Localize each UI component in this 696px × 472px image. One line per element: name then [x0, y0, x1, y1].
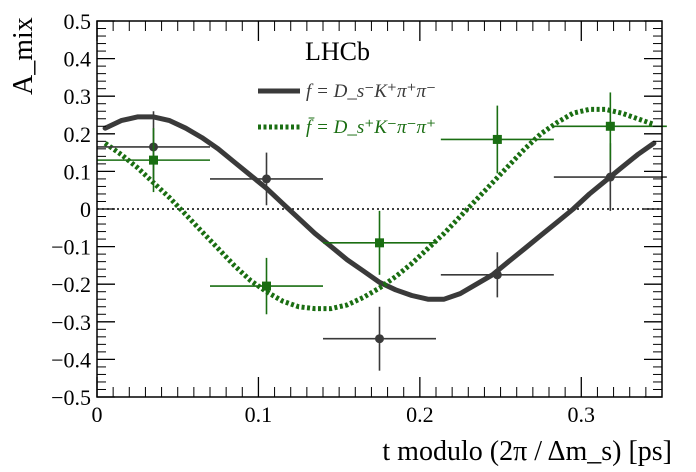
series-0-point [375, 334, 384, 344]
y-tick-label: 0.4 [64, 47, 92, 72]
series-1-point [149, 155, 158, 165]
x-tick-label: 0.1 [245, 402, 273, 427]
y-tick-label: −0.5 [51, 385, 91, 410]
series-1-point [492, 134, 502, 144]
x-tick-label: 0 [92, 402, 103, 427]
series-0-curve [102, 114, 657, 302]
legend-entry-0: f = D_s⁻K⁺π⁺π⁻ [306, 81, 436, 102]
experiment-label: LHCb [305, 37, 370, 66]
tick-layer: −0.5 −0.4 −0.3 −0.2 −0.1 0 0.1 0.2 0.3 0.4 0.5 0 0.1… [51, 9, 663, 427]
series-1-point [375, 238, 384, 248]
series-1-curve [103, 106, 655, 312]
y-tick-label: 0.1 [64, 159, 92, 184]
x-tick-label: 0.3 [568, 402, 596, 427]
series-0-point [262, 174, 271, 184]
legend-entry-1: f̄ = D_s⁺K⁻π⁻π⁺ [306, 117, 436, 138]
x-tick-label: 0.2 [406, 402, 434, 427]
y-axis-title: A_mix [8, 17, 39, 95]
y-tick-label: 0.5 [64, 9, 92, 34]
series-1-point [605, 121, 615, 131]
y-tick-label: −0.1 [51, 235, 91, 260]
y-tick-label: −0.2 [51, 272, 91, 297]
x-axis-title: t modulo (2π / Δm_s) [ps] [382, 436, 672, 467]
y-tick-label: 0 [80, 197, 91, 222]
y-tick-label: 0.3 [64, 84, 92, 109]
series-0-point [492, 270, 502, 280]
y-tick-label: −0.4 [51, 347, 91, 372]
curve-layer [102, 106, 657, 312]
y-tick-label: −0.3 [51, 310, 91, 335]
legend: f = D_s⁻K⁺π⁺π⁻ f̄ = D_s⁺K⁻π⁻π⁺ [258, 81, 436, 138]
series-1-point [262, 281, 271, 291]
point-layer [97, 92, 667, 371]
y-tick-label: 0.2 [64, 122, 92, 147]
series-0-point [605, 172, 615, 182]
